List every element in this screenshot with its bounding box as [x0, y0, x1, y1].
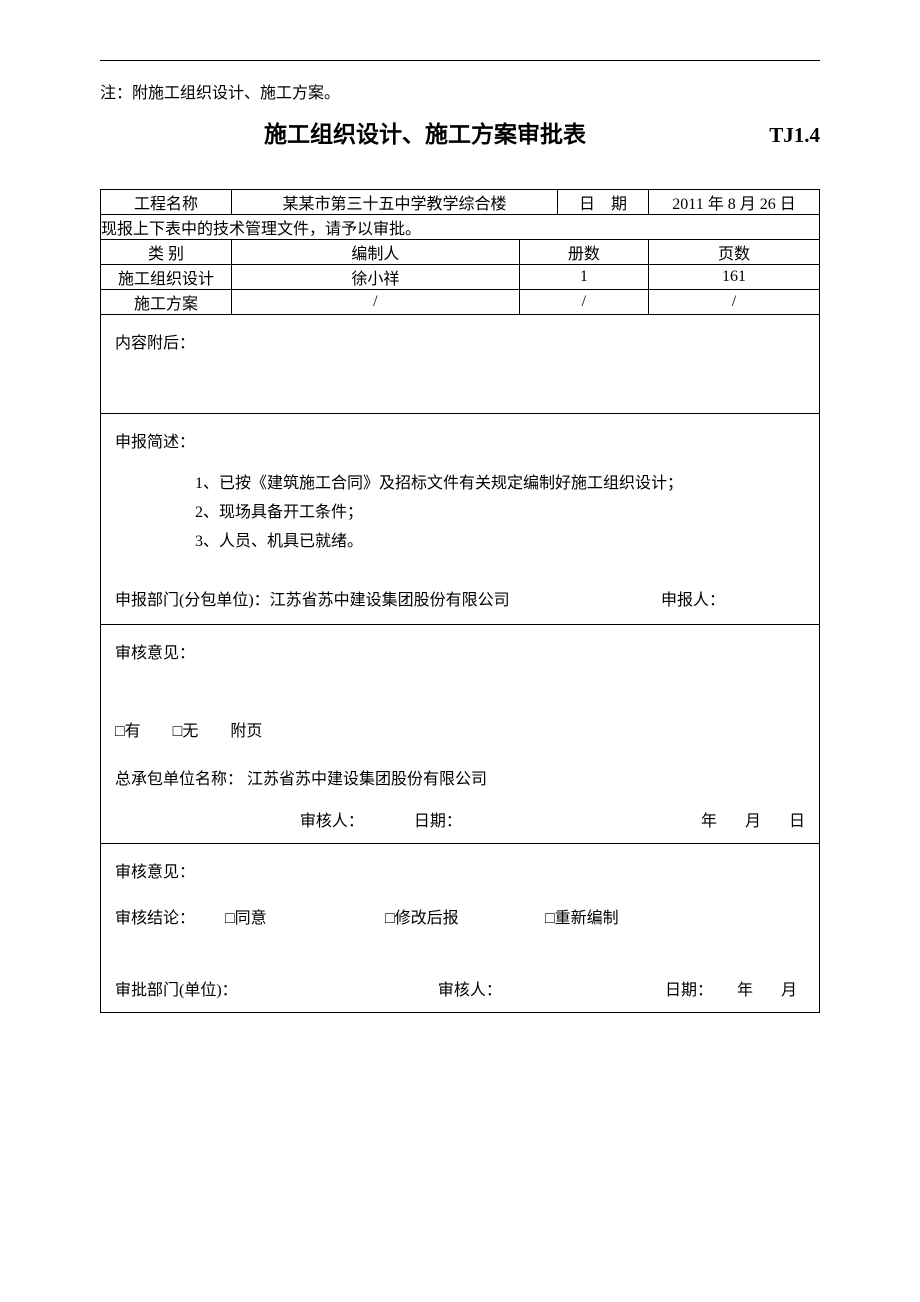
cell-compiler: / — [232, 290, 520, 315]
top-rule — [100, 60, 820, 61]
month-unit: 月 — [745, 813, 761, 830]
reviewer-label: 审核人： — [115, 807, 374, 831]
checkbox-has[interactable]: □有 — [115, 717, 141, 741]
submit-row: 现报上下表中的技术管理文件，请予以审批。 — [101, 215, 820, 240]
review1-section: 审核意见： □有 □无 附页 总承包单位名称： 江苏省苏中建设集团股份有限公司 — [101, 625, 819, 793]
brief-cell: 申报简述： 1、已按《建筑施工合同》及招标文件有关规定编制好施工组织设计； 2、… — [101, 414, 820, 625]
checkbox-redo[interactable]: □重新编制 — [545, 904, 805, 928]
cell-category: 施工组织设计 — [101, 265, 232, 290]
date-label: 日 期 — [558, 190, 649, 215]
checkbox-agree[interactable]: □同意 — [225, 904, 385, 928]
review1-row: 审核意见： □有 □无 附页 总承包单位名称： 江苏省苏中建设集团股份有限公司 … — [101, 625, 820, 844]
conclusion-label: 审核结论： — [115, 904, 225, 928]
submit-text: 现报上下表中的技术管理文件，请予以审批。 — [101, 215, 820, 240]
content-attached-cell: 内容附后： — [101, 315, 820, 414]
table-row: 施工组织设计 徐小祥 1 161 — [101, 265, 820, 290]
form-title: 施工组织设计、施工方案审批表 — [100, 115, 750, 149]
col-compiler: 编制人 — [232, 240, 520, 265]
brief-row: 申报简述： 1、已按《建筑施工合同》及招标文件有关规定编制好施工组织设计； 2、… — [101, 414, 820, 625]
checkbox-revise[interactable]: □修改后报 — [385, 904, 545, 928]
review2-opinion-label: 审核意见： — [115, 858, 805, 882]
cell-pages: / — [649, 290, 820, 315]
project-row: 工程名称 某某市第三十五中学教学综合楼 日 期 2011 年 8 月 26 日 — [101, 190, 820, 215]
page: 注：附施工组织设计、施工方案。 施工组织设计、施工方案审批表 TJ1.4 工程名… — [0, 0, 920, 1302]
month-unit: 月 — [781, 982, 797, 999]
brief-item: 1、已按《建筑施工合同》及招标文件有关规定编制好施工组织设计； — [195, 470, 805, 499]
content-attached-label: 内容附后： — [101, 315, 819, 413]
brief-label: 申报简述： — [115, 428, 805, 452]
applicant-label: 申报人： — [661, 586, 725, 610]
review2-reviewer-label: 审核人： — [371, 976, 568, 1000]
brief-section: 申报简述： 1、已按《建筑施工合同》及招标文件有关规定编制好施工组织设计； 2、… — [101, 414, 819, 624]
conclusion-row: 审核结论： □同意 □修改后报 □重新编制 — [115, 904, 805, 928]
year-unit: 年 — [737, 982, 753, 999]
approval-form-table: 工程名称 某某市第三十五中学教学综合楼 日 期 2011 年 8 月 26 日 … — [100, 189, 820, 1013]
review2-row: 审核意见： 审核结论： □同意 □修改后报 □重新编制 审批部门(单位)： 审核… — [101, 844, 820, 1013]
cell-category: 施工方案 — [101, 290, 232, 315]
col-copies: 册数 — [519, 240, 648, 265]
review1-date-label: 日期： — [374, 807, 627, 831]
cell-compiler: 徐小祥 — [232, 265, 520, 290]
form-code: TJ1.4 — [750, 123, 820, 148]
review2-date-label: 日期： — [665, 982, 713, 999]
columns-header-row: 类 别 编制人 册数 页数 — [101, 240, 820, 265]
review1-signature-row: 审核人： 日期： 年 月 日 — [101, 793, 819, 843]
cell-copies: / — [519, 290, 648, 315]
approval-dept-label: 审批部门(单位)： — [115, 976, 371, 1000]
title-row: 施工组织设计、施工方案审批表 TJ1.4 — [100, 115, 820, 149]
content-attached-row: 内容附后： — [101, 315, 820, 414]
dept-label: 申报部门(分包单位)： — [115, 586, 270, 610]
checkbox-none[interactable]: □无 — [173, 717, 199, 741]
project-label: 工程名称 — [101, 190, 232, 215]
review1-date-units: 年 月 日 — [627, 807, 805, 831]
attach-label: 附页 — [230, 723, 262, 740]
dept-value: 江苏省苏中建设集团股份有限公司 — [270, 586, 510, 610]
brief-item: 3、人员、机具已就绪。 — [195, 528, 805, 557]
col-category: 类 别 — [101, 240, 232, 265]
project-name: 某某市第三十五中学教学综合楼 — [232, 190, 558, 215]
review2-date: 日期： 年 月 — [568, 976, 805, 1000]
review2-section: 审核意见： 审核结论： □同意 □修改后报 □重新编制 — [101, 844, 819, 948]
contractor-value: 江苏省苏中建设集团股份有限公司 — [247, 771, 487, 788]
contractor-label: 总承包单位名称： — [115, 771, 243, 788]
review2-signature-row: 审批部门(单位)： 审核人： 日期： 年 月 — [101, 948, 819, 1012]
review1-cell: 审核意见： □有 □无 附页 总承包单位名称： 江苏省苏中建设集团股份有限公司 … — [101, 625, 820, 844]
year-unit: 年 — [701, 813, 717, 830]
col-pages: 页数 — [649, 240, 820, 265]
applicant-line: 申报部门(分包单位)： 江苏省苏中建设集团股份有限公司 申报人： — [115, 586, 805, 610]
cell-copies: 1 — [519, 265, 648, 290]
day-unit: 日 — [789, 813, 805, 830]
review1-opinion-label: 审核意见： — [115, 639, 805, 663]
review2-cell: 审核意见： 审核结论： □同意 □修改后报 □重新编制 审批部门(单位)： 审核… — [101, 844, 820, 1013]
brief-list: 1、已按《建筑施工合同》及招标文件有关规定编制好施工组织设计； 2、现场具备开工… — [115, 470, 805, 556]
contractor-line: 总承包单位名称： 江苏省苏中建设集团股份有限公司 — [115, 765, 805, 789]
attachment-note: 注：附施工组织设计、施工方案。 — [100, 79, 820, 103]
attachment-checkboxes: □有 □无 附页 — [115, 703, 805, 755]
cell-pages: 161 — [649, 265, 820, 290]
table-row: 施工方案 / / / — [101, 290, 820, 315]
brief-item: 2、现场具备开工条件； — [195, 499, 805, 528]
date-value: 2011 年 8 月 26 日 — [649, 190, 820, 215]
